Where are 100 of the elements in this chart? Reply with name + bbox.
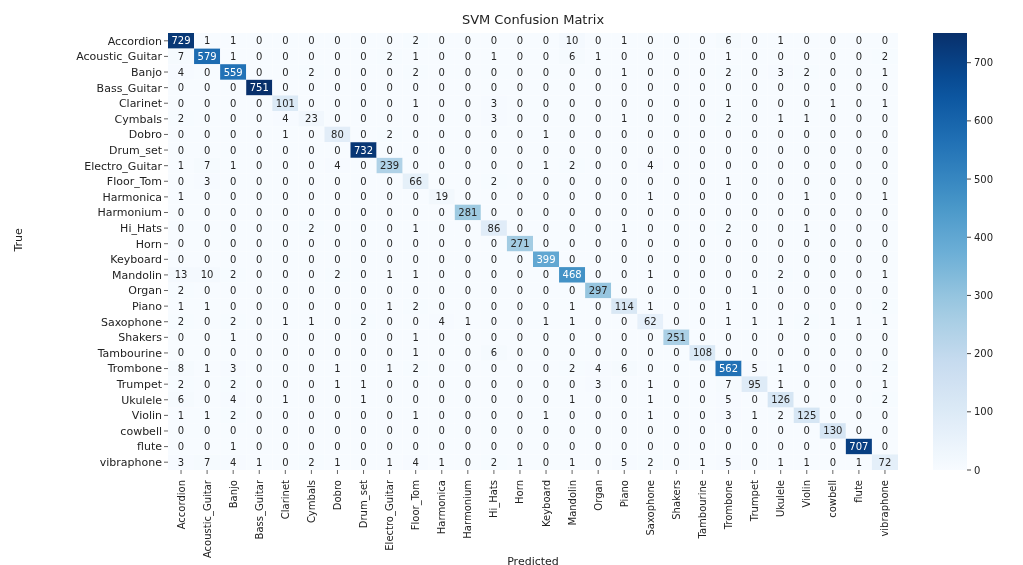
data-label: 0 [203, 206, 211, 218]
data-label: 0 [516, 269, 524, 281]
data-label: 0 [751, 113, 758, 125]
data-label: 1 [647, 300, 654, 312]
data-label: 0 [725, 160, 732, 172]
data-label: 1 [777, 456, 784, 468]
data-label: 0 [829, 300, 837, 312]
data-label: 0 [229, 347, 237, 359]
data-label: 0 [594, 425, 602, 437]
data-label: 0 [855, 425, 863, 437]
data-label: 0 [464, 409, 472, 421]
data-label: 0 [412, 441, 419, 453]
data-label: 0 [568, 285, 576, 297]
data-label: 0 [673, 222, 680, 234]
data-label: 1 [751, 285, 758, 297]
data-label: 0 [438, 97, 445, 109]
data-label: 0 [256, 97, 263, 109]
data-label: 0 [438, 347, 445, 359]
y-tick-label: Acoustic_Guitar [76, 50, 163, 64]
data-label: 0 [334, 113, 341, 125]
x-tick-label: Banjo [227, 480, 239, 509]
data-label: 1 [360, 394, 367, 406]
data-label: 2 [803, 316, 810, 328]
y-tick-label: Saxophone [100, 315, 163, 329]
data-label: 0 [256, 269, 263, 281]
data-label: 0 [855, 82, 863, 94]
y-tick-label: Ukulele [121, 393, 163, 407]
data-label: 0 [751, 50, 758, 62]
data-label: 0 [621, 347, 628, 359]
data-label: 0 [542, 441, 550, 453]
data-label: 1 [386, 456, 393, 468]
data-label: 1 [412, 97, 419, 109]
data-label: 1 [412, 347, 419, 359]
y-tick-label: Trombone [106, 362, 163, 376]
data-label: 0 [334, 409, 341, 421]
data-label: 0 [334, 253, 341, 265]
data-label: 5 [725, 394, 732, 406]
y-tick-label: Cymbals [114, 112, 163, 126]
data-label: 0 [464, 425, 472, 437]
data-label: 0 [334, 285, 341, 297]
data-label: 0 [360, 35, 367, 47]
data-label: 0 [803, 97, 810, 109]
data-label: 0 [464, 82, 472, 94]
data-label: 13 [174, 269, 188, 281]
data-label: 0 [647, 82, 654, 94]
data-label: 0 [855, 128, 863, 140]
data-label: 0 [360, 347, 367, 359]
data-label: 1 [282, 316, 289, 328]
data-label: 0 [438, 160, 445, 172]
data-label: 0 [673, 394, 680, 406]
data-label: 0 [594, 316, 602, 328]
data-label: 0 [751, 238, 758, 250]
data-label: 0 [256, 206, 263, 218]
data-label: 0 [881, 238, 889, 250]
data-label: 4 [594, 363, 602, 375]
data-label: 0 [699, 409, 706, 421]
data-label: 0 [673, 66, 680, 78]
data-label: 0 [203, 128, 211, 140]
data-label: 0 [308, 128, 315, 140]
data-label: 108 [692, 347, 713, 359]
data-label: 0 [725, 128, 732, 140]
data-label: 751 [249, 82, 269, 94]
data-label: 0 [803, 425, 810, 437]
data-label: 0 [229, 285, 237, 297]
data-label: 0 [438, 206, 445, 218]
data-label: 0 [803, 300, 810, 312]
data-label: 0 [542, 50, 550, 62]
x-tick-label: Harmonium [462, 480, 474, 539]
data-label: 0 [412, 425, 419, 437]
data-label: 0 [647, 144, 654, 156]
y-tick-label: Harmonium [97, 206, 162, 220]
data-label: 2 [177, 316, 185, 328]
data-label: 1 [803, 113, 810, 125]
data-label: 0 [360, 456, 367, 468]
data-label: 2 [881, 300, 889, 312]
data-label: 0 [725, 144, 732, 156]
data-label: 0 [203, 97, 211, 109]
data-label: 0 [516, 363, 524, 375]
data-label: 0 [568, 222, 576, 234]
data-label: 0 [699, 128, 706, 140]
data-label: 0 [438, 285, 445, 297]
data-label: 0 [542, 175, 550, 187]
data-label: 0 [594, 394, 602, 406]
data-label: 0 [360, 97, 367, 109]
data-label: 0 [386, 222, 393, 234]
data-label: 1 [334, 378, 341, 390]
data-label: 0 [308, 394, 315, 406]
data-label: 468 [562, 269, 582, 281]
data-label: 6 [568, 50, 576, 62]
data-label: 297 [588, 285, 608, 297]
data-label: 0 [256, 441, 263, 453]
data-label: 0 [412, 316, 419, 328]
data-label: 0 [751, 222, 758, 234]
data-label: 0 [855, 175, 863, 187]
data-label: 0 [647, 222, 654, 234]
data-label: 0 [516, 441, 524, 453]
data-label: 0 [282, 82, 289, 94]
data-label: 0 [334, 394, 341, 406]
data-label: 0 [594, 347, 602, 359]
data-label: 0 [256, 128, 263, 140]
